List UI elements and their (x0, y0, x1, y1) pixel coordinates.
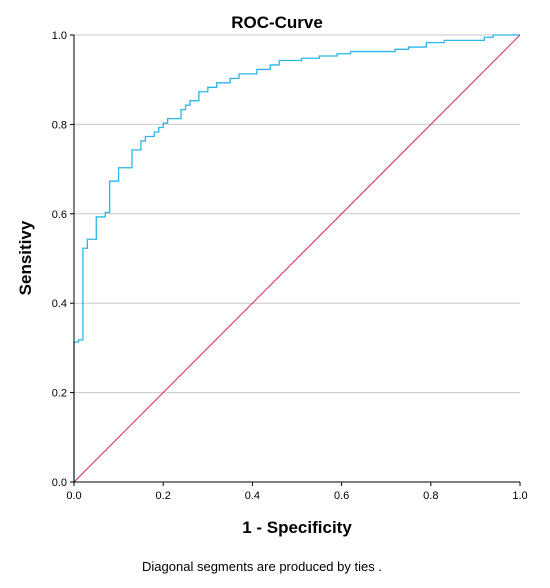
y-tick-label-1: 0.2 (52, 388, 67, 400)
reference-diagonal-line (73, 34, 521, 483)
tick-layer: 0.0 0.2 0.4 0.6 0.8 1.0 0.0 0.2 0.4 0.6 0.8 1.0 (52, 30, 528, 502)
x-tick-label-1: 0.2 (156, 490, 171, 502)
y-tick-label-3: 0.6 (52, 209, 67, 221)
x-tick-label-4: 0.8 (423, 490, 438, 502)
axis-layer (73, 35, 520, 483)
grid-layer (74, 34, 520, 394)
chart-footnote: Diagonal segments are produced by ties . (142, 559, 382, 574)
x-tick-label-0: 0.0 (66, 490, 81, 502)
y-tick-label-2: 0.4 (52, 298, 67, 310)
x-axis-label: 1 - Specificity (242, 518, 352, 537)
y-tick-label-0: 0.0 (52, 477, 67, 489)
roc-curve-line (73, 34, 520, 482)
y-tick-label-4: 0.8 (52, 119, 67, 131)
series-layer (73, 34, 521, 483)
x-tick-label-5: 1.0 (512, 490, 527, 502)
y-axis-label: Sensitivy (16, 220, 35, 295)
y-tick-label-5: 1.0 (52, 30, 67, 42)
x-tick-label-2: 0.4 (245, 490, 260, 502)
chart-title: ROC-Curve (231, 13, 323, 32)
x-tick-label-3: 0.6 (334, 490, 349, 502)
